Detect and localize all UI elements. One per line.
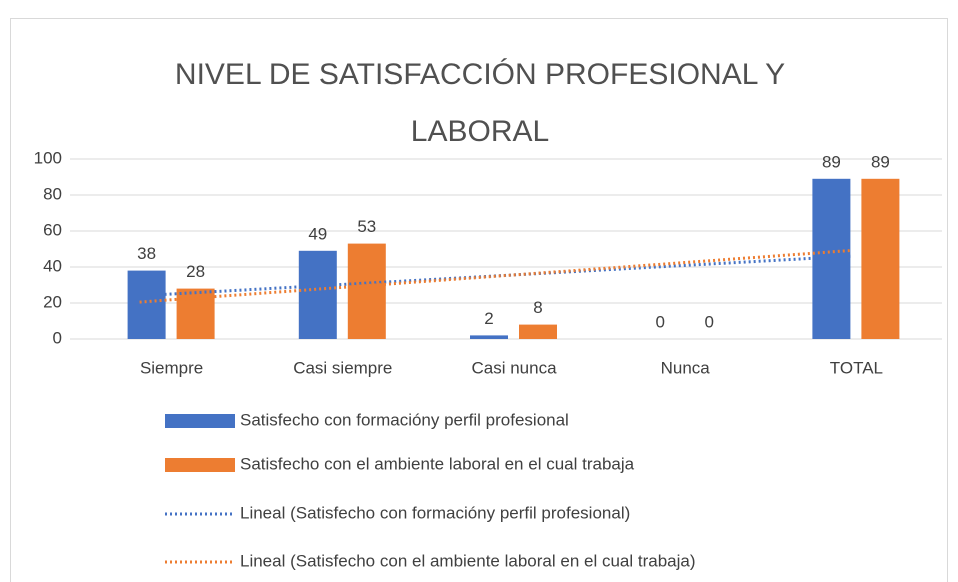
data-label: 53 <box>357 217 376 236</box>
y-tick-label: 40 <box>43 256 62 275</box>
data-label: 28 <box>186 262 205 281</box>
data-label: 49 <box>308 224 327 243</box>
x-tick-label: Casi nunca <box>471 358 557 377</box>
bar <box>812 178 851 339</box>
y-tick-label: 20 <box>43 292 62 311</box>
legend-swatch <box>165 414 235 428</box>
data-label: 89 <box>871 152 890 171</box>
legend-label: Satisfecho con el ambiente laboral en el… <box>240 454 635 473</box>
bar <box>519 324 557 339</box>
y-tick-label: 100 <box>34 148 62 167</box>
legend-swatch <box>165 458 235 472</box>
data-label: 8 <box>533 298 542 317</box>
legend-label: Satisfecho con formacióny perfil profesi… <box>240 410 569 429</box>
y-tick-label: 80 <box>43 184 62 203</box>
data-label: 2 <box>484 309 493 328</box>
chart-title: NIVEL DE SATISFACCIÓN PROFESIONAL Y <box>175 58 785 91</box>
y-tick-label: 60 <box>43 220 62 239</box>
bar <box>347 243 386 339</box>
bar <box>176 288 215 339</box>
chart-border <box>10 18 948 582</box>
bar <box>861 178 900 339</box>
x-tick-label: Siempre <box>140 358 203 377</box>
x-tick-label: TOTAL <box>830 358 883 377</box>
bar <box>298 250 337 339</box>
x-tick-label: Nunca <box>661 358 711 377</box>
data-label: 0 <box>655 312 664 331</box>
bar <box>127 270 166 339</box>
legend-label: Lineal (Satisfecho con el ambiente labor… <box>240 551 696 570</box>
data-label: 38 <box>137 244 156 263</box>
data-label: 89 <box>822 152 841 171</box>
trendline <box>139 248 852 304</box>
y-tick-label: 0 <box>53 328 62 347</box>
bar <box>470 335 508 339</box>
chart-title: LABORAL <box>411 115 549 148</box>
x-tick-label: Casi siempre <box>293 358 392 377</box>
legend-label: Lineal (Satisfecho con formacióny perfil… <box>240 503 630 522</box>
data-label: 0 <box>704 312 713 331</box>
